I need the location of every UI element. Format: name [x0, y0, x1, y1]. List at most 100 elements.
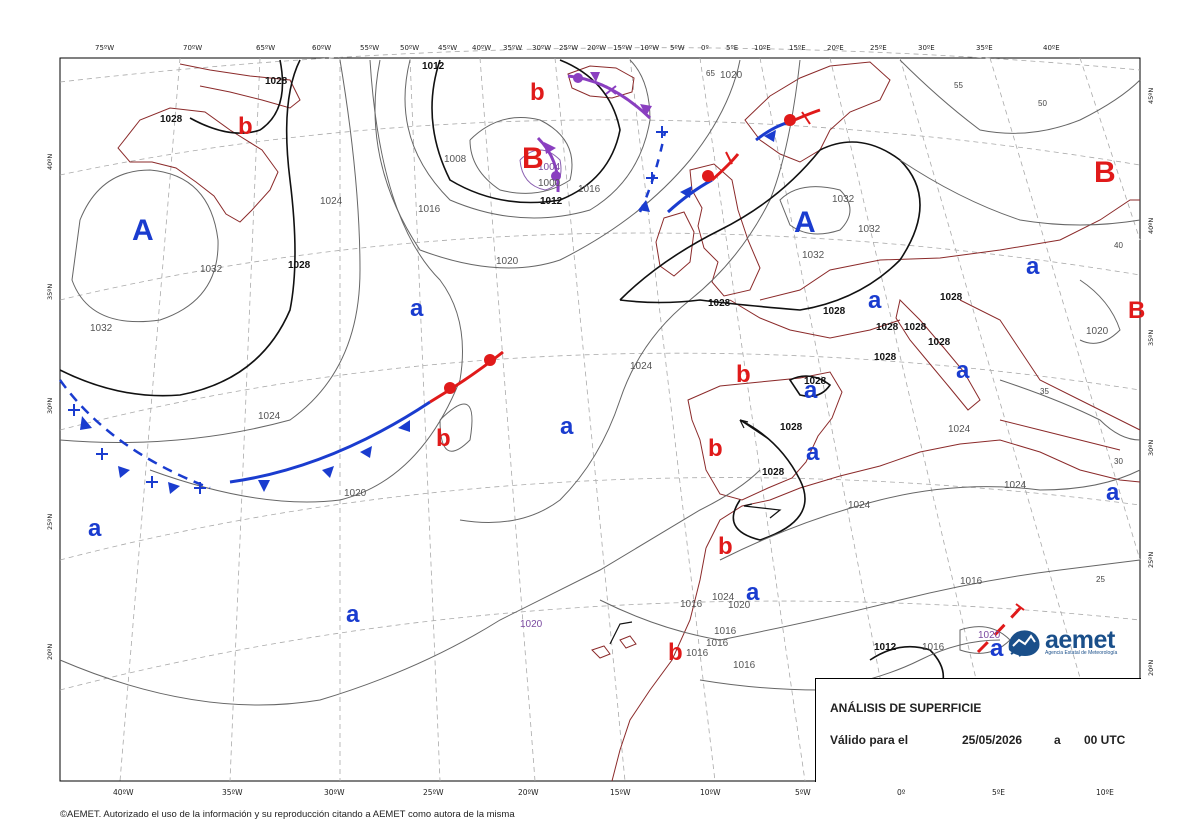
isobar-1028-europe [619, 141, 921, 311]
longitude-label: 10ºW [640, 44, 659, 52]
warm-front-semicircles [444, 114, 796, 394]
isobar-label: 1028 [874, 352, 897, 363]
isobar-1024-central [459, 59, 801, 523]
latitude-label: 45ºN [1147, 88, 1155, 104]
graticule [59, 47, 1141, 782]
warm-front-uk [711, 153, 740, 182]
isobar-label: 40 [1114, 241, 1123, 250]
map-frame [59, 57, 1141, 782]
longitude-label: 35ºW [222, 788, 243, 797]
isobar-label: 1032 [858, 224, 881, 235]
isobar-label: 1024 [1004, 480, 1027, 491]
legend-date: 25/05/2026 [962, 733, 1023, 747]
low-pressure-center: B [522, 142, 544, 175]
latitude-label: 25ºN [1147, 552, 1155, 568]
isobar-label: 1012 [874, 642, 897, 653]
longitude-label: 20ºW [518, 788, 539, 797]
isobar-label: 1012 [422, 61, 445, 72]
isobar-label: 1024 [948, 424, 971, 435]
longitude-label: 5ºW [795, 788, 811, 797]
latitude-label: 25ºN [46, 514, 54, 530]
isobars [59, 59, 1141, 706]
aemet-logo-icon [1008, 630, 1040, 657]
longitude-label: 0º [897, 788, 906, 797]
warm-front-east [976, 604, 1024, 654]
low-center: b [718, 533, 733, 560]
isobar-label: 1016 [714, 626, 737, 637]
isobar-label: 1024 [630, 361, 653, 372]
coastline-greenland-north [179, 63, 301, 109]
high-center: a [990, 635, 1004, 662]
occluded-front-crosses [605, 85, 617, 95]
longitude-label: 15ºW [613, 44, 632, 52]
isobar-label: 50 [1038, 99, 1047, 108]
longitude-label: 40ºE [1043, 44, 1060, 52]
high-center: a [560, 413, 574, 440]
isobar-label: 1016 [686, 648, 709, 659]
isobar-label: 1020 [1086, 326, 1109, 337]
isobar-1028-mediterranean [732, 419, 806, 541]
longitude-label: 15ºW [610, 788, 631, 797]
latitude-label: 30ºN [46, 398, 54, 414]
isobar-label: 1020 [520, 619, 543, 630]
longitude-label: 70ºW [183, 44, 202, 52]
isobar-1008 [469, 117, 573, 194]
isobar-label: 1028 [780, 422, 803, 433]
red-ticks [725, 111, 1025, 611]
coastline-scandinavia [744, 61, 891, 163]
isobar-label: 1032 [200, 264, 223, 275]
isobar-label: 1024 [712, 592, 735, 603]
isobar-label: 1020 [344, 488, 367, 499]
isobar-labels: 1028 1028 1028 1012 1008 1004 1000 1016 … [90, 61, 1123, 671]
longitude-label: 20ºW [587, 44, 606, 52]
isobar-label: 1028 [904, 322, 927, 333]
isobar-label: 1020 [720, 70, 743, 81]
longitude-label: 10ºW [700, 788, 721, 797]
copyright-notice: ©AEMET. Autorizado el uso de la informac… [60, 809, 515, 820]
pressure-centers: A A B B B b b b b b b b a a a a a a a a … [88, 79, 1145, 666]
coastline-iceland [567, 65, 635, 99]
isobar-1028-west [59, 59, 301, 397]
isobar-label: 1020 [978, 630, 1001, 641]
isobar-label: 1028 [823, 306, 846, 317]
high-center: a [956, 357, 970, 384]
latitude-labels-right: 45ºN 40ºN 35ºN 30ºN 25ºN 20ºN [1147, 88, 1155, 676]
longitude-label: 60ºW [312, 44, 331, 52]
longitude-label: 25ºW [423, 788, 444, 797]
low-center: b [238, 113, 253, 140]
wind-arrows [609, 419, 782, 645]
coastline-iberia [687, 371, 843, 501]
isobar-label: 1028 [708, 298, 731, 309]
isobar-label: 1016 [960, 576, 983, 587]
isobar-label: 1028 [160, 114, 183, 125]
coastline-balkans-turkey [959, 299, 1141, 451]
isobar-1028-north [189, 59, 284, 134]
isobar-label: 1028 [928, 337, 951, 348]
isobar-label: 1032 [832, 194, 855, 205]
coastline-west-africa [611, 547, 707, 782]
high-pressure-center: A [132, 214, 154, 247]
isobar-label: 65 [706, 69, 715, 78]
occluded-front-symbols [544, 72, 652, 181]
longitude-label: 5ºE [726, 44, 738, 52]
isobar-label: 1028 [876, 322, 899, 333]
isobar-1024-west [59, 59, 361, 443]
longitude-label: 25ºE [870, 44, 887, 52]
isobar-1032-west [71, 169, 219, 323]
stationary-front-west [58, 379, 211, 490]
low-pressure-center: B [1128, 297, 1145, 324]
occluded-front-iceland-2 [536, 136, 560, 193]
isobar-label: 1028 [762, 467, 785, 478]
high-center: a [806, 439, 820, 466]
high-center: a [346, 601, 360, 628]
cold-front-atlantic [229, 400, 431, 484]
isobar-1032-europe [779, 186, 851, 235]
isobar-label: 1004 [538, 162, 561, 173]
isobar-1016-ring [439, 403, 473, 452]
isobar-1020-east [1079, 279, 1121, 344]
latitude-label: 20ºN [1147, 660, 1155, 676]
isobar-1012-iceland [431, 59, 621, 204]
high-center: a [88, 515, 102, 542]
isobar-label: 1012 [540, 196, 563, 207]
longitude-label: 65ºW [256, 44, 275, 52]
